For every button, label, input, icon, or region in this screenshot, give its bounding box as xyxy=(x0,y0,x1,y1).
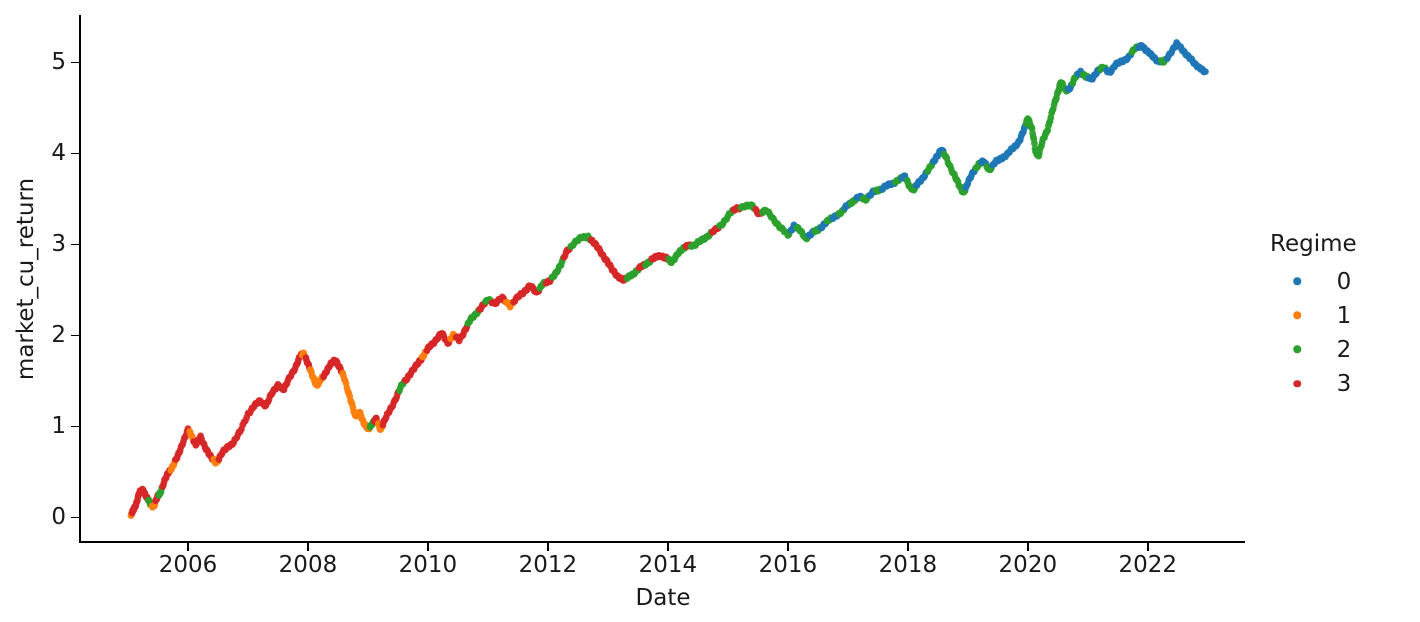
legend-title: Regime xyxy=(1270,231,1357,257)
y-tick-mark xyxy=(71,243,79,246)
y-tick-label: 4 xyxy=(51,140,66,167)
x-tick-label: 2016 xyxy=(758,552,818,578)
y-tick-label: 1 xyxy=(51,413,66,440)
legend-marker-icon xyxy=(1293,277,1301,285)
legend-marker-icon xyxy=(1293,379,1301,388)
x-axis-label: Date xyxy=(635,585,691,611)
x-tick-mark xyxy=(1147,543,1149,551)
y-axis-spine xyxy=(79,15,81,542)
x-tick-mark xyxy=(787,543,789,551)
legend-marker-icon xyxy=(1293,345,1301,354)
legend-item-label: 0 xyxy=(1336,268,1352,295)
y-tick-mark xyxy=(71,334,79,337)
x-tick-label: 2022 xyxy=(1118,552,1178,578)
x-tick-label: 2012 xyxy=(518,552,578,578)
x-tick-mark xyxy=(1027,543,1029,551)
y-tick-label: 0 xyxy=(51,504,66,531)
x-tick-mark xyxy=(547,543,549,551)
x-tick-mark xyxy=(307,543,309,551)
legend-item-label: 3 xyxy=(1336,371,1352,398)
x-tick-mark xyxy=(187,543,189,551)
legend-item-label: 1 xyxy=(1336,302,1352,329)
x-tick-label: 2010 xyxy=(398,552,458,578)
legend-item-label: 2 xyxy=(1336,336,1352,363)
y-tick-mark xyxy=(71,516,79,519)
x-tick-mark xyxy=(667,543,669,551)
x-tick-mark xyxy=(907,543,909,551)
x-tick-label: 2008 xyxy=(278,552,338,578)
x-tick-label: 2020 xyxy=(998,552,1058,578)
y-tick-label: 3 xyxy=(51,231,66,258)
y-tick-label: 5 xyxy=(51,49,66,76)
x-tick-label: 2006 xyxy=(158,552,218,578)
y-tick-label: 2 xyxy=(51,322,66,349)
y-tick-mark xyxy=(71,152,79,155)
y-axis-label: market_cu_return xyxy=(13,177,39,381)
x-tick-mark xyxy=(427,543,429,551)
y-tick-mark xyxy=(71,425,79,428)
x-tick-label: 2018 xyxy=(878,552,938,578)
y-tick-mark xyxy=(71,61,79,64)
x-axis-spine xyxy=(79,541,1245,543)
legend-marker-icon xyxy=(1293,311,1301,319)
x-tick-label: 2014 xyxy=(638,552,698,578)
